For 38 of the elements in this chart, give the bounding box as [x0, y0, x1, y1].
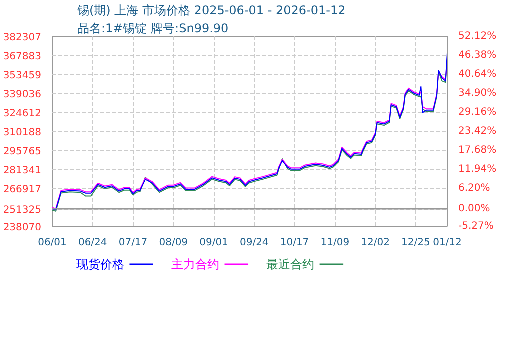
y-tick-label: 382307 [3, 32, 42, 44]
x-tick-label: 07/17 [118, 238, 148, 248]
y-tick-label: 238070 [3, 222, 42, 234]
x-tick-label: 12/02 [361, 238, 390, 248]
y2-tick-label: 17.68% [458, 145, 497, 156]
y2-tick-label: -5.27% [458, 221, 494, 232]
legend-label: 最近合约 [266, 258, 314, 272]
legend-label: 现货价格 [76, 258, 124, 272]
legend-label: 主力合约 [171, 258, 220, 272]
y2-tick-label: 6.20% [458, 183, 490, 194]
x-tick-label: 11/09 [320, 238, 350, 248]
y2-tick-label: 29.16% [458, 107, 497, 118]
x-tick-label: 12/25 [401, 238, 430, 248]
y2-tick-label: 11.94% [458, 164, 497, 176]
x-tick-label: 10/17 [280, 238, 310, 248]
chart-subtitle: 品名:1#锡锭 牌号:Sn99.90 [78, 22, 229, 36]
x-tick-label: 09/24 [240, 238, 269, 248]
y-tick-label: 367883 [3, 52, 42, 62]
chart-title: 锡(期) 上海 市场价格 2025-06-01 - 2026-01-12 [76, 4, 346, 18]
y-tick-label: 295765 [3, 146, 42, 158]
x-tick-label: 06/01 [38, 238, 67, 248]
y2-tick-label: 46.38% [458, 50, 497, 62]
y2-tick-label: 0.00% [458, 204, 490, 215]
x-tick-label: 08/09 [159, 238, 188, 248]
y-tick-label: 266917 [3, 184, 42, 196]
y2-tick-label: 23.42% [458, 126, 497, 138]
y2-tick-label: 40.64% [458, 69, 497, 80]
y2-tick-label: 34.90% [458, 88, 497, 100]
x-tick-label: 09/01 [200, 238, 228, 248]
x-tick-label: 06/24 [78, 238, 108, 248]
y2-tick-label: 52.12% [458, 31, 497, 42]
y-tick-label: 251325 [3, 205, 42, 216]
y-tick-label: 353459 [3, 70, 42, 82]
x-tick-label: 01/12 [433, 238, 462, 248]
y-tick-label: 324612 [3, 108, 42, 120]
y-tick-label: 339036 [3, 90, 42, 100]
y-tick-label: 281341 [3, 166, 42, 176]
y-tick-label: 310188 [3, 128, 42, 138]
